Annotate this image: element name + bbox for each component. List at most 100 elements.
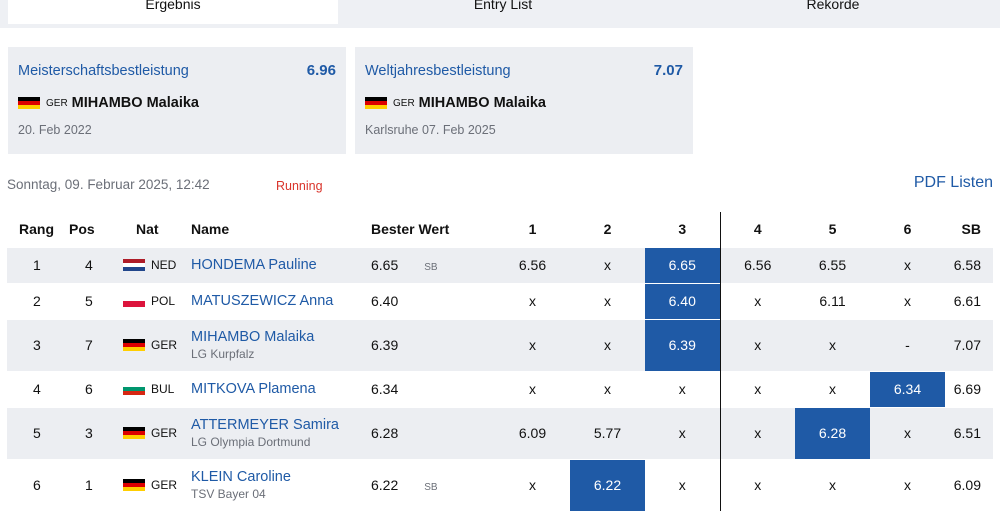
pdf-lists-link[interactable]: PDF Listen [913,174,993,191]
tab-rekorde[interactable]: Rekorde [806,0,860,12]
athlete-name-link[interactable]: MATUSZEWICZ Anna [191,293,334,309]
table-row[interactable]: 4 6 BUL MITKOVA Plamena 6.34 x x x x x 6.34 6.69 [7,370,993,407]
rank-cell: 3 [7,318,65,371]
season-best-cell: 7.07 [945,318,993,371]
club-name: LG Olympia Dortmund [191,435,311,449]
best-mark-value: 6.22 [371,477,399,494]
status-badge: Running [276,179,323,193]
record-nat: GER [393,97,415,109]
nat-code: BUL [151,382,175,396]
flag-icon [123,479,145,492]
attempt-cell: x [870,458,945,511]
athlete-name-link[interactable]: MIHAMBO Malaika [191,329,315,345]
record-holder: GER MIHAMBO Malaika [365,95,546,111]
column-header: 5 [795,212,870,247]
athlete-cell[interactable]: MIHAMBO Malaika LG Kurpfalz [191,318,371,371]
record-holder-name: MIHAMBO Malaika [418,95,546,111]
attempt-cell: x [495,282,570,319]
table-row[interactable]: 5 3 GER ATTERMEYER Samira LG Olympia Dortmun… [7,406,993,459]
flag-icon [123,339,145,351]
attempt-cell: 6.39 [645,318,721,371]
flag-icon [123,383,145,395]
athlete-name-link[interactable]: ATTERMEYER Samira [191,417,339,433]
flag-icon [123,295,145,307]
club-name: TSV Bayer 04 [191,487,266,502]
position-cell: 4 [65,246,114,283]
athlete-name-link[interactable]: MITKOVA Plamena [191,381,316,397]
attempt-cell: x [570,318,645,371]
tab-entry-list[interactable]: Entry List [473,0,533,12]
attempt-cell: x [495,318,570,371]
column-header: Rang [7,212,65,247]
attempt-cell: 6.55 [795,246,870,283]
season-best-cell: 6.09 [945,458,993,511]
athlete-cell[interactable]: HONDEMA Pauline [191,246,371,283]
table-row[interactable]: 1 4 NED HONDEMA Pauline 6.65 SB 6.56 x 6.65 6.56 6… [7,246,993,283]
attempt-cell: x [570,282,645,319]
attempt-cell: x [870,246,945,283]
table-row[interactable]: 6 1 GER KLEIN Caroline TSV Bayer 04 6.22 SB x 6.… [7,458,993,511]
result-tabs: Ergebnis Entry List Rekorde [0,0,1000,28]
column-header: SB [945,212,993,247]
best-mark-cell: 6.39 [371,318,495,371]
athlete-cell[interactable]: KLEIN Caroline TSV Bayer 04 [191,458,371,511]
column-header: 3 [645,212,721,247]
athlete-cell[interactable]: MITKOVA Plamena [191,370,371,407]
nat-cell: NED [114,246,191,283]
athlete-name-link[interactable]: HONDEMA Pauline [191,257,317,273]
record-title: Weltjahresbestleistung [365,63,511,79]
column-header: 6 [870,212,945,247]
flag-icon [365,97,387,109]
position-cell: 5 [65,282,114,319]
record-holder: GER MIHAMBO Malaika [18,95,199,111]
attempt-cell: 6.11 [795,282,870,319]
club-name: LG Kurpfalz [191,347,255,361]
attempt-cell: 6.34 [870,370,945,407]
athlete-cell[interactable]: ATTERMEYER Samira LG Olympia Dortmund [191,406,371,459]
season-best-cell: 6.61 [945,282,993,319]
nat-cell: GER [114,458,191,511]
column-header: Nat [114,212,191,247]
rank-cell: 5 [7,406,65,459]
attempt-cell: x [795,458,870,511]
table-row[interactable]: 3 7 GER MIHAMBO Malaika LG Kurpfalz 6.39 x x 6.3… [7,318,993,371]
position-cell: 6 [65,370,114,407]
tab-ergebnis[interactable]: Ergebnis [8,0,338,24]
table-header-row: Rang Pos Nat Name Bester Wert 1 2 3 4 5 6 SB [7,212,993,247]
position-cell: 7 [65,318,114,371]
attempt-cell: x [645,406,721,459]
attempt-cell: x [870,406,945,459]
attempt-cell: 6.28 [795,406,870,459]
attempt-cell: x [720,282,795,319]
best-mark-value: 6.40 [371,293,399,309]
attempt-cell: 6.56 [495,246,570,283]
rank-cell: 1 [7,246,65,283]
best-mark-value: 6.28 [371,425,399,441]
nat-code: NED [151,258,177,272]
flag-icon [123,427,145,439]
table-row[interactable]: 2 5 POL MATUSZEWICZ Anna 6.40 x x 6.40 x 6.11 x 6.6… [7,282,993,319]
nat-cell: GER [114,406,191,459]
attempt-cell: x [645,458,721,511]
column-header: Bester Wert [371,212,495,247]
column-header: 2 [570,212,645,247]
season-best-tag: SB [424,262,438,273]
attempt-cell: 6.40 [645,282,721,319]
athlete-cell[interactable]: MATUSZEWICZ Anna [191,282,371,319]
record-value: 6.96 [306,62,336,79]
athlete-name-link[interactable]: KLEIN Caroline [191,469,291,486]
record-nat: GER [46,97,68,109]
attempt-cell: 6.65 [645,246,721,283]
record-date: Karlsruhe 07. Feb 2025 [365,123,496,137]
attempt-cell: x [870,282,945,319]
attempt-cell: x [795,370,870,407]
best-mark-cell: 6.40 [371,282,495,319]
record-card-world-lead: Weltjahresbestleistung 7.07 GER MIHAMBO … [355,47,693,154]
nat-cell: GER [114,318,191,371]
best-mark-cell: 6.28 [371,406,495,459]
attempt-cell: x [720,370,795,407]
attempt-cell: x [720,318,795,371]
attempt-cell: x [570,246,645,283]
record-value: 7.07 [653,62,683,79]
season-best-cell: 6.58 [945,246,993,283]
